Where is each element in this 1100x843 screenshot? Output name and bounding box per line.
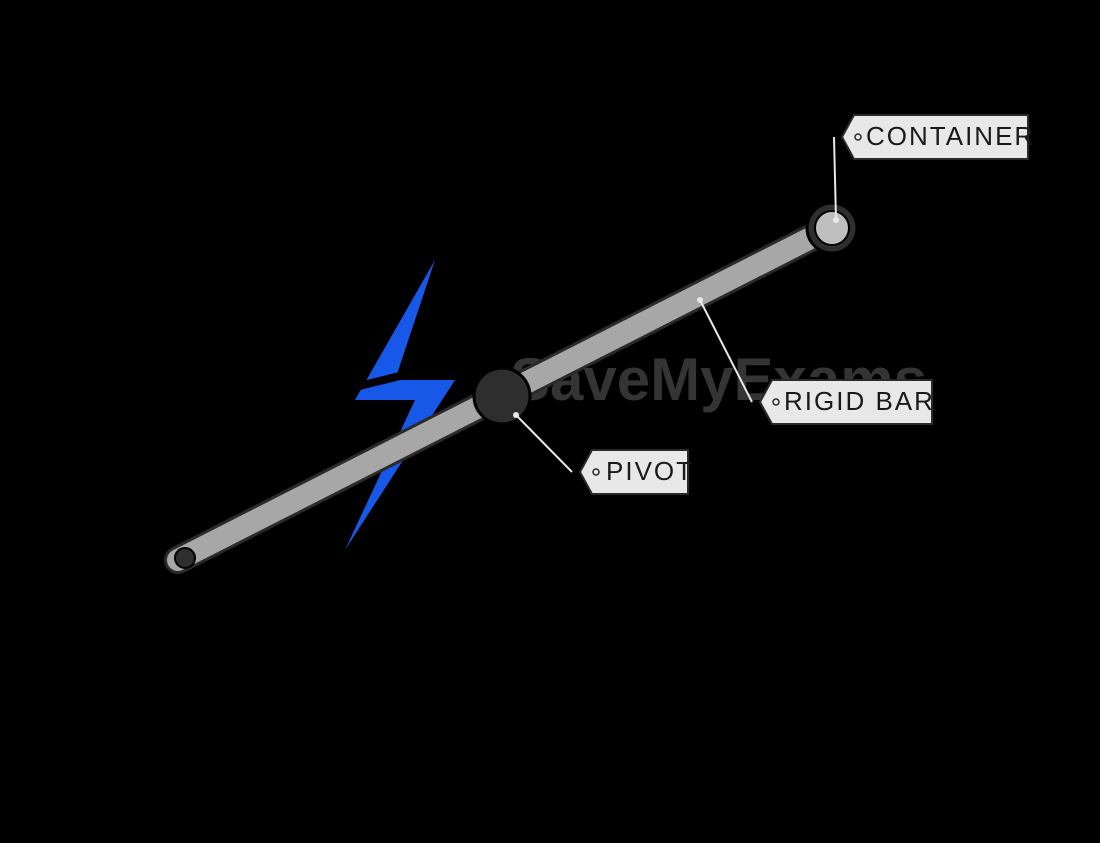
- label-container-text: CONTAINER: [866, 121, 1035, 151]
- pivot-dot: [474, 368, 530, 424]
- label-rigid_bar-text: RIGID BAR: [784, 386, 935, 416]
- diagram-canvas: SaveMyExamsCONTAINERRIGID BARPIVOT: [0, 0, 1100, 843]
- bar-end-left: [175, 548, 195, 568]
- container-inner: [815, 211, 849, 245]
- label-pivot-text: PIVOT: [606, 456, 694, 486]
